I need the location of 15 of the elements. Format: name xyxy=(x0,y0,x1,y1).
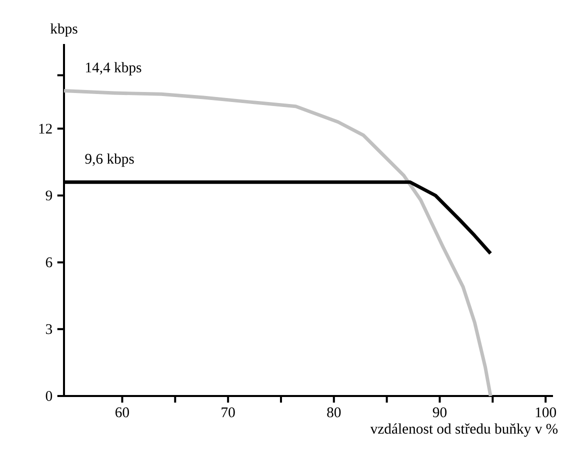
y-tick-label: 3 xyxy=(46,324,52,334)
y-tick-label: 9 xyxy=(46,190,52,200)
series-label: 14,4 kbps xyxy=(86,62,142,76)
line-series xyxy=(62,89,492,398)
y-axis-title: kbps xyxy=(50,23,78,37)
series-label: 9,6 kbps xyxy=(85,153,134,167)
y-tick-label: 0 xyxy=(46,391,52,401)
x-axis-title: vzdálenost od středu buňky v % xyxy=(370,423,558,437)
x-tick-label: 80 xyxy=(327,407,341,418)
x-tick-label: 100 xyxy=(536,407,556,418)
x-tick-label: 70 xyxy=(222,407,235,418)
x-tick-label: 90 xyxy=(432,407,447,418)
x-tick-label: 60 xyxy=(116,407,129,418)
y-tick-label: 12 xyxy=(39,124,52,134)
y-tick-label: 6 xyxy=(46,257,52,268)
